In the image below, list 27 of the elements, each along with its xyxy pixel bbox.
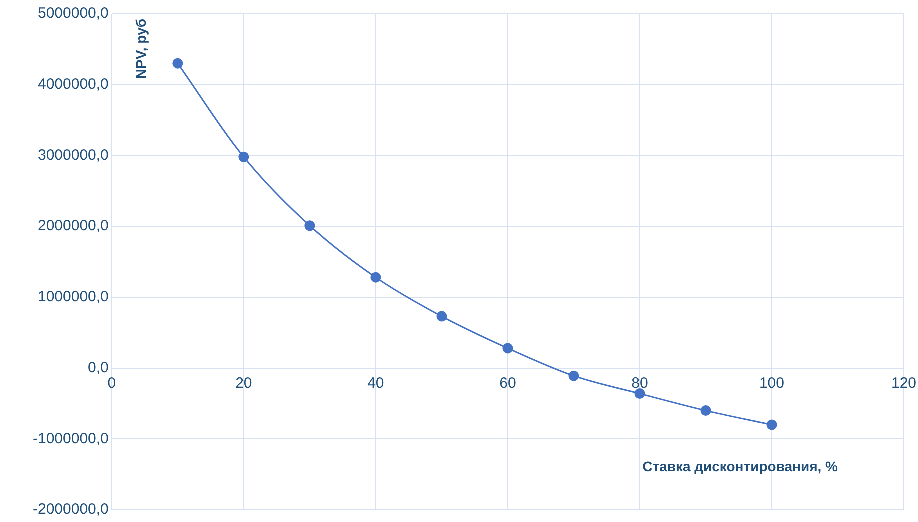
x-tick-label: 80: [632, 374, 648, 392]
y-tick-label: -2000000,0: [32, 501, 109, 518]
x-axis-title: Ставка дисконтирования, %: [642, 458, 839, 474]
y-tick-label: 3000000,0: [38, 146, 109, 164]
y-tick-label: 2000000,0: [38, 218, 109, 235]
point: [304, 220, 316, 232]
y-tick-label: 0,0: [88, 359, 109, 376]
x-tick-label: 120: [891, 374, 917, 392]
point: [634, 388, 646, 400]
y-tick-label: -1000000,0: [32, 430, 109, 448]
point: [172, 58, 184, 69]
point: [370, 272, 382, 283]
point: [766, 420, 778, 430]
x-tick-label: 0: [108, 374, 116, 392]
y-tick-label: 4000000,0: [38, 76, 109, 93]
x-tick-label: 20: [236, 374, 252, 392]
x-tick-label: 100: [759, 374, 784, 392]
point: [238, 152, 250, 162]
y-tick-label: 5000000,0: [38, 5, 109, 22]
point: [700, 406, 712, 416]
point: [436, 311, 448, 322]
point: [568, 370, 580, 382]
point: [502, 343, 514, 354]
y-axis-title: NPV, руб: [132, 18, 149, 80]
y-tick-label: 1000000,0: [38, 288, 109, 306]
x-tick-label: 60: [500, 374, 516, 392]
x-tick-label: 40: [368, 374, 384, 392]
